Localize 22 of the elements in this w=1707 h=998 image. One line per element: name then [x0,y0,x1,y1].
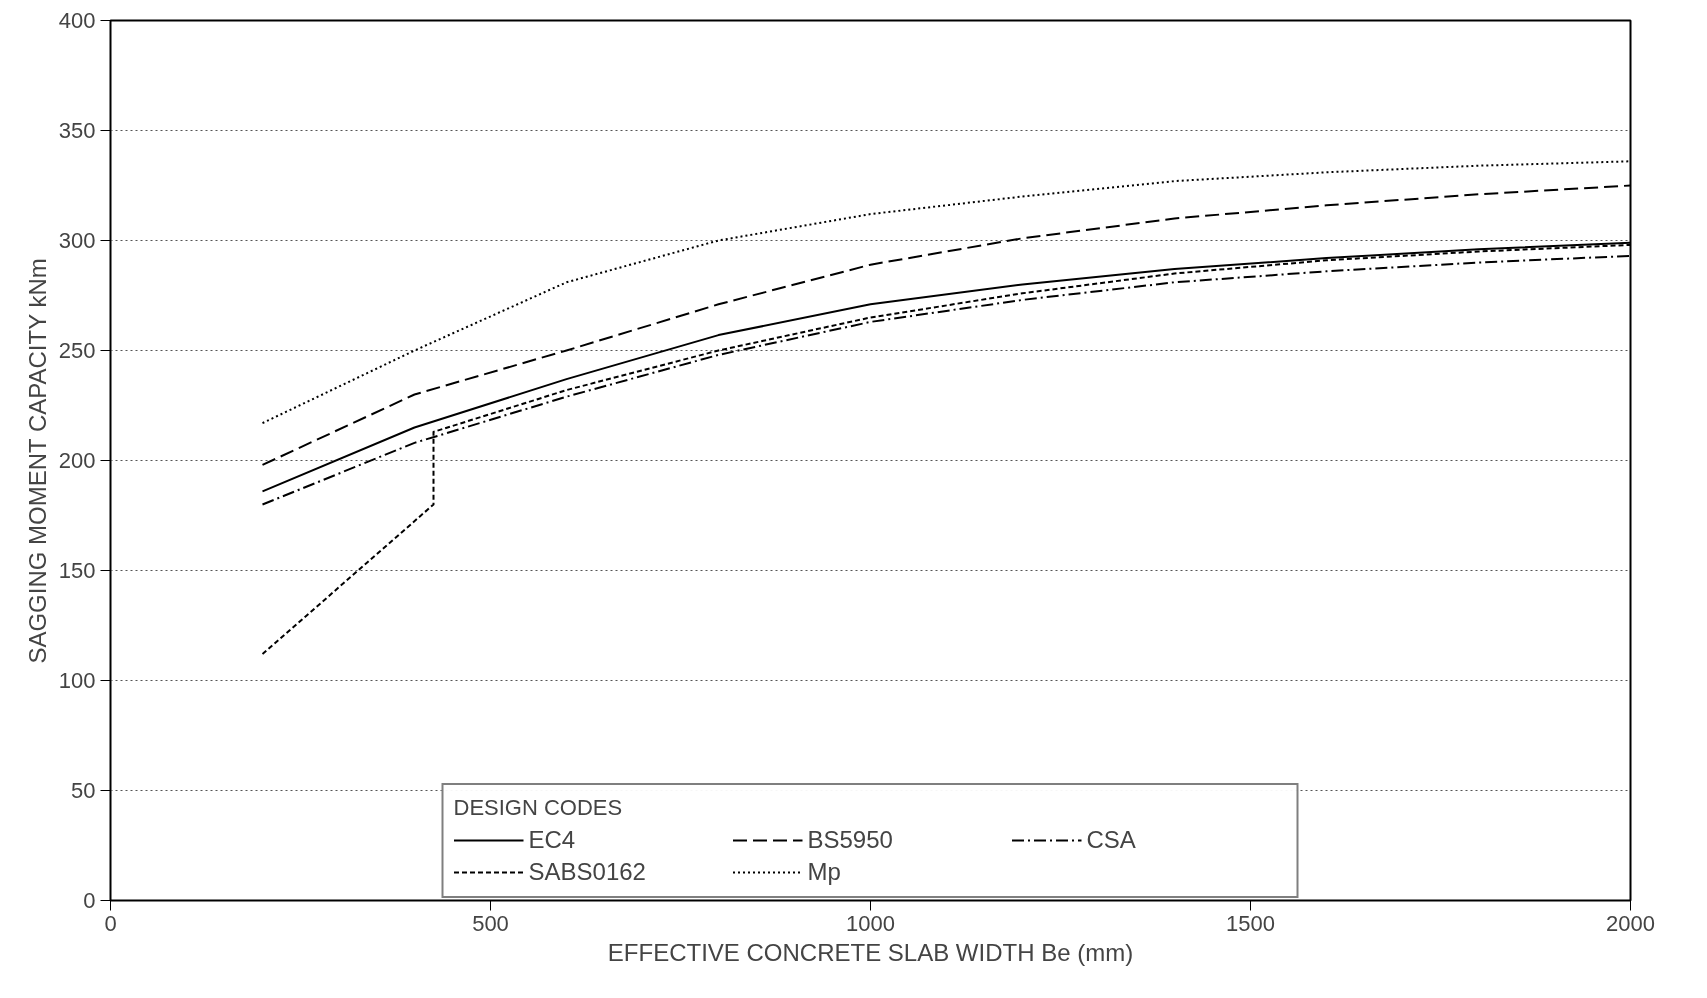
y-tick-label: 150 [58,558,96,583]
legend-title: DESIGN CODES [453,795,624,821]
y-tick-label: 100 [58,668,96,693]
y-axis-title: SAGGING MOMENT CAPACITY kNm [23,258,51,664]
y-tick-label: 200 [58,448,96,473]
x-tick-label: 1000 [846,910,895,936]
y-tick-label: 350 [58,118,96,143]
legend-label: BS5950 [807,826,894,854]
legend-label: EC4 [528,826,577,854]
x-tick-label: 0 [104,910,117,936]
y-tick-label: 400 [58,8,96,33]
y-tick-label: 50 [71,778,96,803]
x-tick-label: 1500 [1226,910,1275,936]
legend-label: SABS0162 [528,858,647,886]
legend-label: CSA [1086,826,1137,854]
x-tick-label: 500 [472,910,509,936]
x-tick-label: 2000 [1606,910,1655,936]
y-tick-label: 300 [58,228,96,253]
y-tick-label: 250 [58,338,96,363]
x-axis-title: EFFECTIVE CONCRETE SLAB WIDTH Be (mm) [607,938,1134,966]
legend-label: Mp [807,858,842,886]
y-tick-label: 0 [83,888,96,913]
